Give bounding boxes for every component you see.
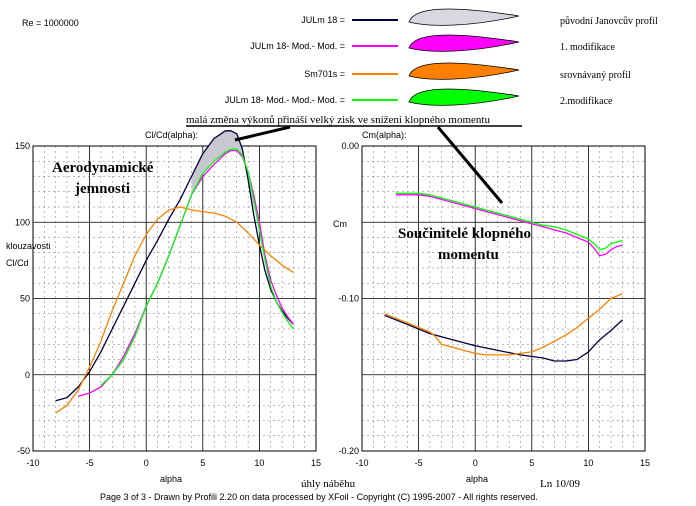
- series-line: [100, 148, 294, 386]
- x-tick-label: -5: [415, 458, 423, 468]
- airfoil-shape-icon: [408, 62, 520, 80]
- moment-coefficient-chart: Cm(alpha): Cm alpha Součinitelé klopného…: [333, 130, 650, 484]
- peak-difference-area: [191, 130, 254, 215]
- x-tick-label: -5: [86, 458, 94, 468]
- legend-label: JULm 18 =: [301, 15, 345, 25]
- airfoil-shape-icon: [408, 8, 520, 26]
- x-tick-label: 15: [640, 458, 650, 468]
- chart-left-xlabel: alpha: [160, 474, 182, 484]
- y-tick-label: -0.20: [338, 446, 359, 456]
- plot-frame: [361, 145, 646, 452]
- y-tick-label: 0: [25, 370, 30, 380]
- series-line: [396, 192, 623, 251]
- plot-frame: [32, 145, 317, 452]
- legend-description: 1. modifikace: [560, 42, 616, 53]
- legend-label: JULm 18- Mod.- Mod.- Mod. =: [225, 95, 345, 105]
- x-tick-label: 10: [254, 458, 264, 468]
- signature: Ln 10/09: [540, 478, 581, 490]
- x-tick-label: -10: [26, 458, 39, 468]
- legend-description: původní Janovcův profil: [560, 16, 658, 27]
- y-tick-label: -50: [17, 446, 30, 456]
- x-tick-label: 0: [144, 458, 149, 468]
- grid: [361, 145, 646, 452]
- series-line: [78, 149, 294, 397]
- series-line: [55, 206, 294, 414]
- y-tick-label: 150: [15, 141, 30, 151]
- chart-right-title: Cm(alpha):: [362, 130, 407, 140]
- series-line: [55, 130, 294, 402]
- chart-right-ylabel: Cm: [333, 219, 347, 229]
- right-annotation-line2: momentu: [438, 247, 499, 263]
- y-tick-label: -0.10: [338, 294, 359, 304]
- x-tick-label: 5: [200, 458, 205, 468]
- chart-right-xlabel: alpha: [466, 474, 488, 484]
- series-line: [384, 293, 623, 356]
- glide-ratio-chart: Cl/Cd(alpha): klouzavosti Cl/Cd alpha Ae…: [6, 130, 321, 484]
- airfoil-shape-icon: [408, 34, 520, 52]
- right-annotation-line1: Součinitelé klopného: [398, 226, 531, 242]
- x-tick-label: 0: [473, 458, 478, 468]
- y-tick-label: 0.00: [341, 141, 359, 151]
- legend-label: Sm701s =: [304, 69, 345, 79]
- angle-label: úhly náběhu: [301, 478, 356, 490]
- note-arrow-left: [234, 125, 291, 142]
- footer-text: Page 3 of 3 - Drawn by Profili 2.20 on d…: [100, 492, 538, 502]
- series-line: [384, 314, 623, 362]
- chart-left-ylabel: Cl/Cd: [6, 258, 29, 268]
- series-line: [396, 194, 623, 257]
- y-tick-label: 100: [15, 217, 30, 227]
- x-tick-label: 5: [529, 458, 534, 468]
- legend-label: JULm 18- Mod.- Mod. =: [250, 41, 345, 51]
- chart-left-title: Cl/Cd(alpha):: [145, 130, 198, 140]
- left-annotation-line1: Aerodynamické: [52, 160, 154, 176]
- legend-description: srovnávaný profil: [560, 70, 631, 81]
- top-note: malá změna výkonů přináší velký zisk ve …: [186, 114, 490, 126]
- legend-description: 2.modifikace: [560, 96, 613, 107]
- x-tick-label: -10: [355, 458, 368, 468]
- reynolds-label: Re = 1000000: [22, 18, 79, 28]
- glide-ratio-label: klouzavosti: [6, 241, 51, 251]
- legend: JULm 18 = původní Janovcův profil JULm 18-…: [225, 8, 658, 107]
- left-annotation-line2: jemnosti: [74, 181, 130, 197]
- x-tick-label: 15: [311, 458, 321, 468]
- note-arrow-right: [436, 126, 504, 204]
- x-tick-label: 10: [583, 458, 593, 468]
- y-tick-label: 50: [20, 294, 30, 304]
- airfoil-shape-icon: [408, 88, 520, 106]
